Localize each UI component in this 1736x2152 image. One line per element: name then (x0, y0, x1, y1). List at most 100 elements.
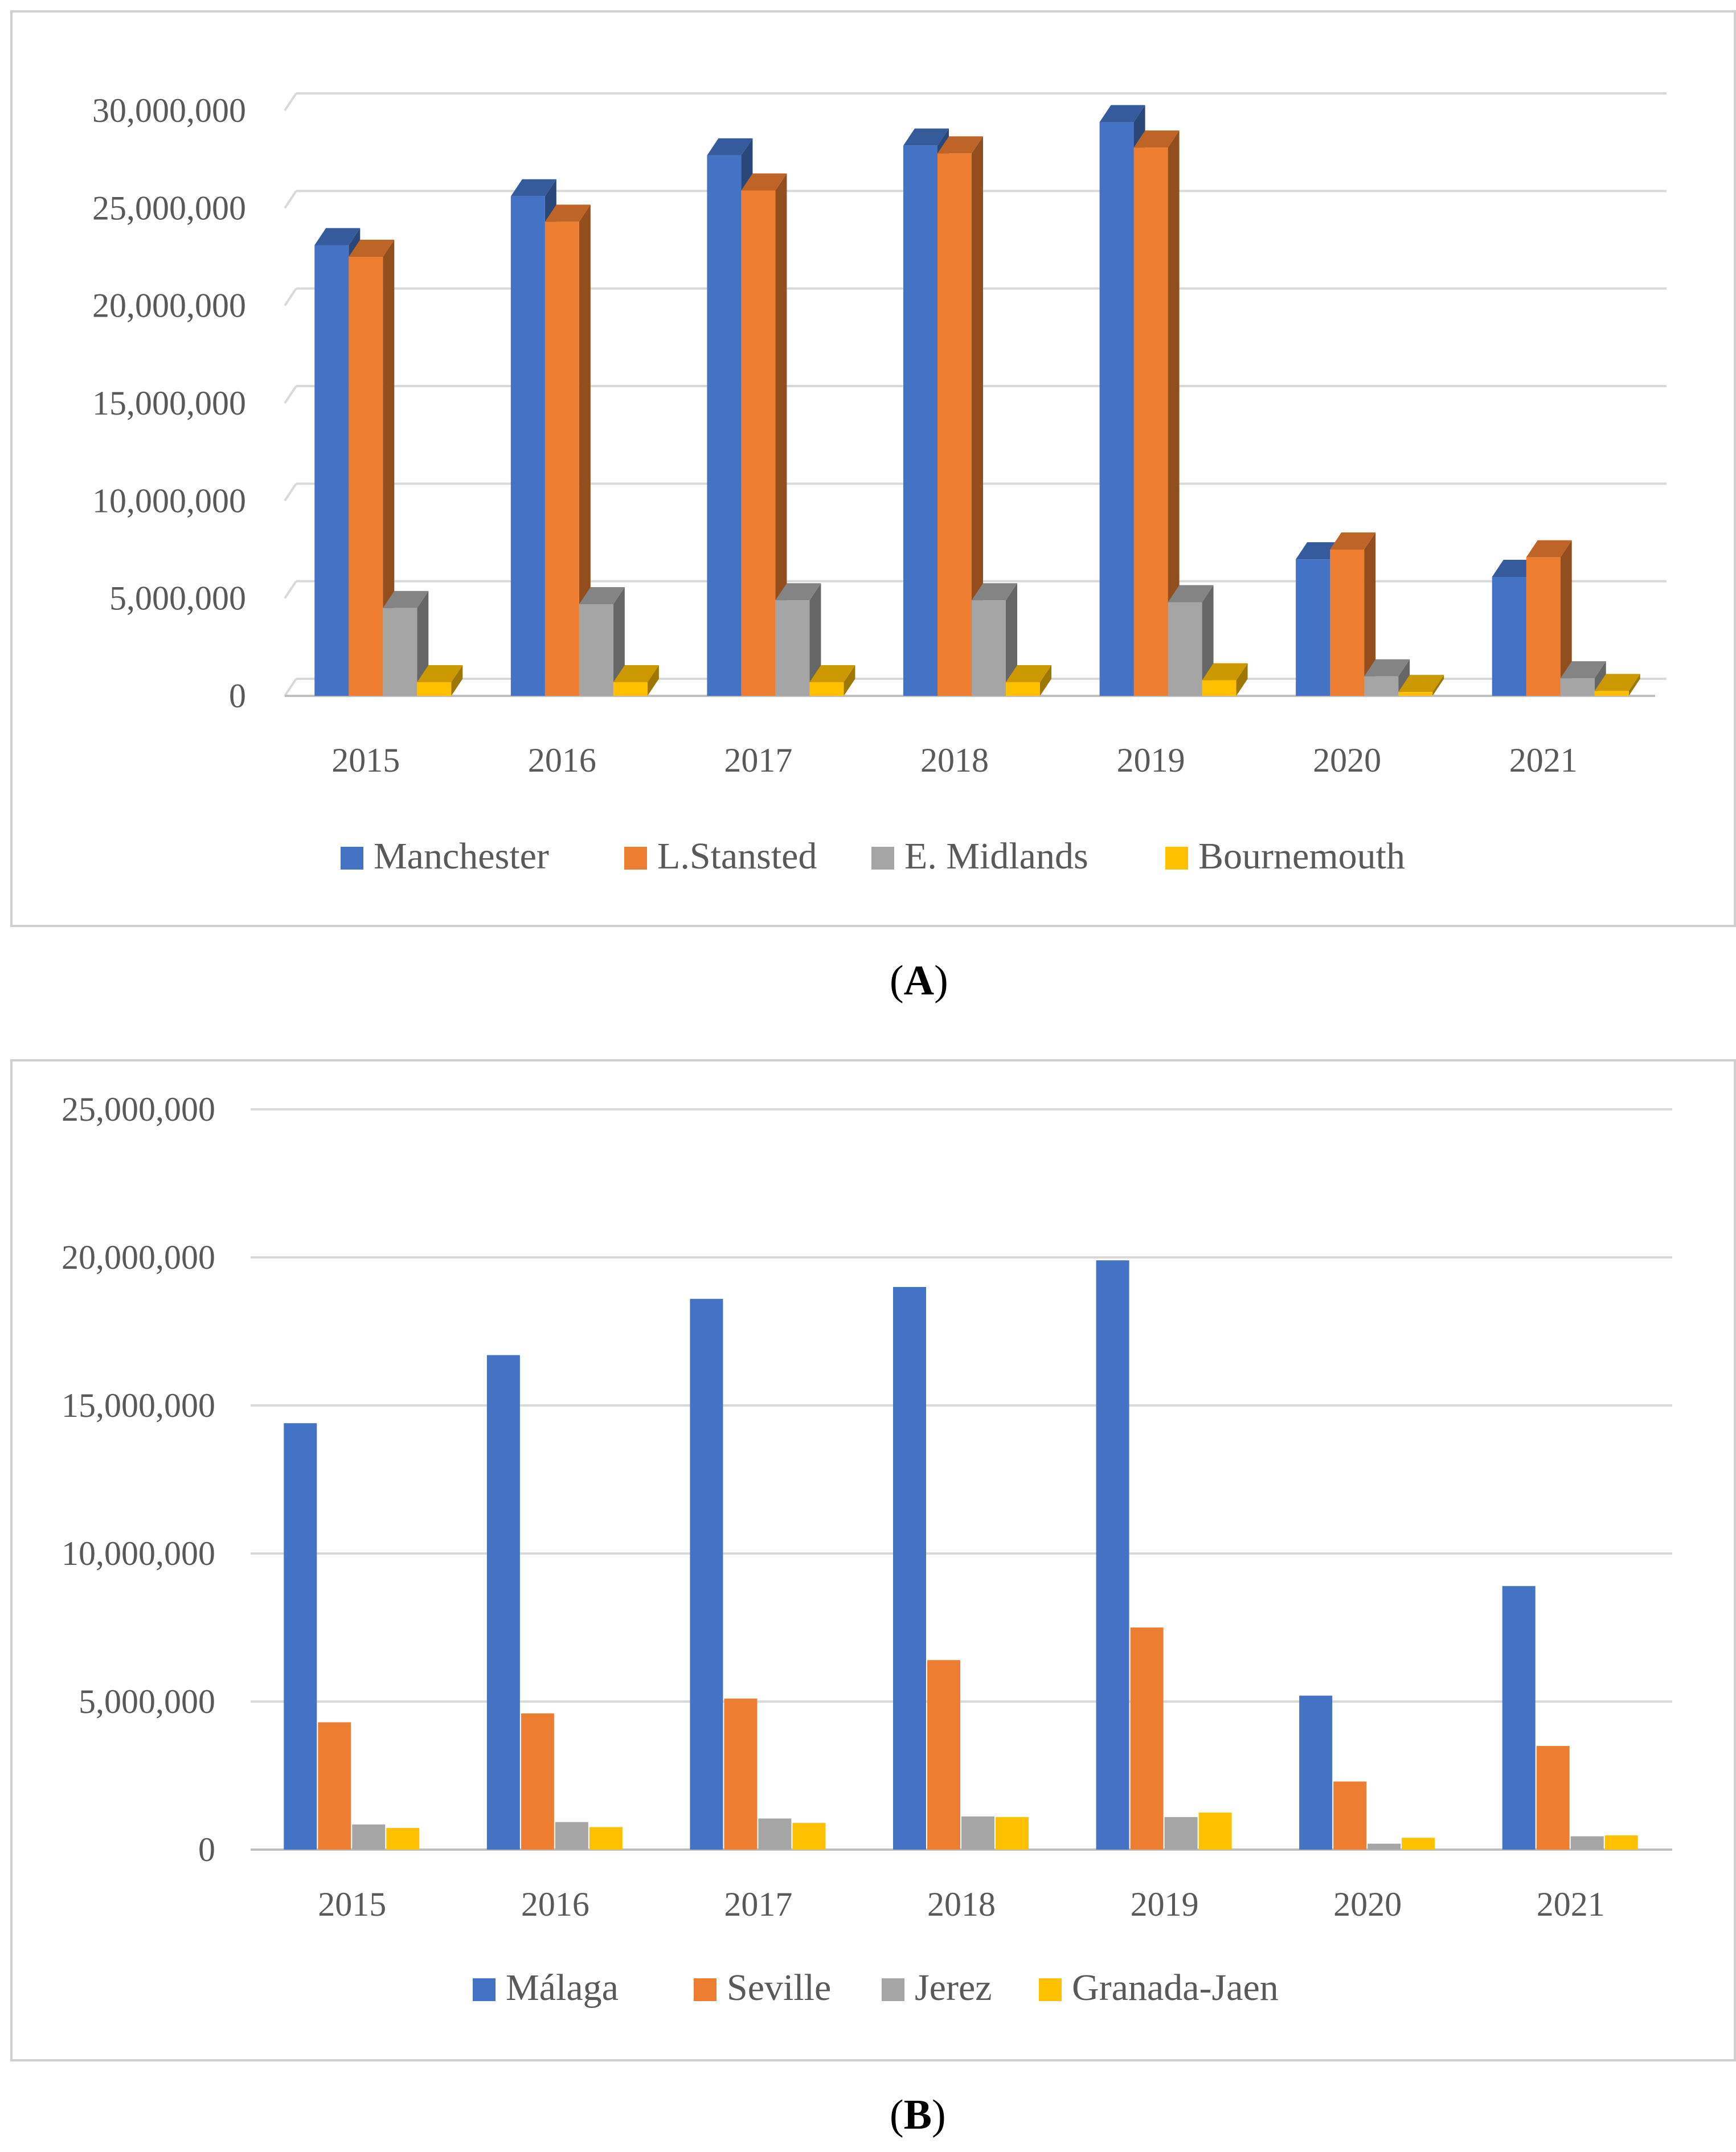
bar-granada-jaen-2016 (589, 1827, 623, 1850)
gridline-diagonal (284, 92, 297, 112)
bar-bournemouth-2018 (1006, 665, 1051, 696)
legend-label: Jerez (915, 1967, 992, 2008)
bar-jerez-2017 (758, 1818, 792, 1850)
bar-side (1364, 532, 1376, 696)
bar-front (613, 682, 648, 696)
legend-label: L.Stansted (657, 835, 817, 877)
bar-side (579, 204, 591, 696)
chart-b: 0 5,000,000 10,000,000 15,000,000 20,000,000… (62, 1091, 1672, 2008)
y-tick-label: 30,000,000 (92, 92, 246, 129)
bar-front (1560, 678, 1595, 696)
bar-malaga-2019 (1096, 1260, 1129, 1850)
legend-label: Granada-Jaen (1072, 1967, 1279, 2008)
bar-front (314, 245, 349, 696)
bar-top (1330, 532, 1376, 550)
bar-e-midlands-2019 (1168, 585, 1214, 696)
bar-front (1133, 147, 1168, 696)
bar-seville-2018 (927, 1660, 960, 1850)
legend-label: E. Midlands (904, 835, 1088, 877)
x-tick-label: 2018 (927, 1885, 996, 1923)
gridline-diagonal (284, 483, 297, 502)
bar-front (1526, 557, 1561, 696)
bar-e-midlands-2015 (383, 591, 429, 696)
bar-side (383, 240, 395, 696)
gridline-diagonal (284, 580, 297, 599)
bar-l-stansted-2020 (1330, 532, 1376, 696)
y-tick-label: 20,000,000 (92, 287, 246, 325)
bar-e-midlands-2018 (972, 583, 1017, 696)
bar-front (1099, 122, 1134, 696)
bar-granada-jaen-2018 (996, 1817, 1029, 1850)
bar-side (1398, 659, 1410, 696)
legend-swatch (473, 1978, 496, 2001)
bar-jerez-2021 (1570, 1836, 1604, 1850)
bar-top (1168, 585, 1214, 602)
bar-top (383, 591, 429, 608)
bar-bournemouth-2017 (809, 665, 855, 696)
bar-seville-2017 (724, 1698, 758, 1850)
bar-malaga-2020 (1299, 1695, 1333, 1850)
x-tick-label: 2015 (331, 741, 400, 779)
bar-front (417, 682, 452, 696)
bar-front (1168, 602, 1202, 696)
bar-jerez-2015 (352, 1824, 386, 1850)
bar-top (1526, 540, 1572, 558)
bar-malaga-2016 (486, 1355, 520, 1850)
y-tick-label: 5,000,000 (79, 1683, 215, 1720)
bar-e-midlands-2017 (775, 583, 821, 696)
bar-seville-2015 (318, 1722, 351, 1850)
y-tick-label: 15,000,000 (92, 384, 246, 422)
x-tick-label: 2018 (920, 741, 989, 779)
bar-malaga-2018 (893, 1287, 926, 1850)
bar-front (579, 604, 613, 696)
bar-jerez-2019 (1164, 1817, 1198, 1850)
x-tick-label: 2017 (724, 1885, 792, 1923)
bar-malaga-2015 (284, 1423, 317, 1850)
bar-granada-jaen-2017 (792, 1823, 826, 1850)
legend-swatch (871, 847, 894, 870)
x-tick-label: 2017 (724, 741, 792, 779)
bar-side (1236, 663, 1248, 696)
bar-jerez-2020 (1367, 1843, 1401, 1850)
bar-bournemouth-2019 (1202, 663, 1248, 696)
legend-item-bournemouth: Bournemouth (1165, 835, 1405, 877)
bar-front (349, 257, 383, 696)
bar-seville-2020 (1333, 1781, 1367, 1850)
bar-top (972, 583, 1017, 601)
bar-side (1040, 665, 1051, 696)
x-tick-label: 2019 (1117, 741, 1185, 779)
bar-l-stansted-2017 (741, 173, 787, 696)
bar-front (972, 600, 1006, 696)
bar-seville-2019 (1130, 1628, 1164, 1850)
bar-front (544, 222, 579, 696)
legend-swatch (341, 847, 363, 870)
bar-seville-2021 (1536, 1746, 1570, 1850)
legend-swatch (624, 847, 647, 870)
bar-top (1398, 675, 1444, 692)
legend-swatch (1165, 847, 1188, 870)
bar-l-stansted-2021 (1526, 540, 1572, 696)
bar-front (1202, 680, 1237, 696)
bar-front (1492, 576, 1526, 696)
bar-l-stansted-2018 (937, 136, 983, 696)
bar-l-stansted-2016 (544, 204, 591, 696)
bar-granada-jaen-2020 (1402, 1838, 1435, 1850)
bar-front (707, 155, 742, 696)
x-tick-label: 2021 (1537, 1885, 1605, 1923)
legend-item-manchester: Manchester (341, 835, 549, 877)
gridline-diagonal (284, 678, 297, 697)
y-tick-label: 10,000,000 (92, 482, 246, 519)
bar-granada-jaen-2021 (1604, 1835, 1638, 1850)
bar-granada-jaen-2015 (386, 1828, 420, 1850)
legend-label: Málaga (506, 1967, 619, 2008)
bar-e-midlands-2020 (1364, 659, 1410, 696)
bar-front (903, 145, 937, 696)
legend-item-granada-jaen: Granada-Jaen (1039, 1967, 1279, 2008)
x-tick-label: 2019 (1131, 1885, 1199, 1923)
y-tick-label: 0 (229, 677, 246, 715)
bar-front (775, 600, 810, 696)
bar-side (809, 583, 821, 696)
bar-top (544, 204, 591, 222)
bar-side (775, 173, 787, 696)
bar-top (937, 136, 983, 154)
